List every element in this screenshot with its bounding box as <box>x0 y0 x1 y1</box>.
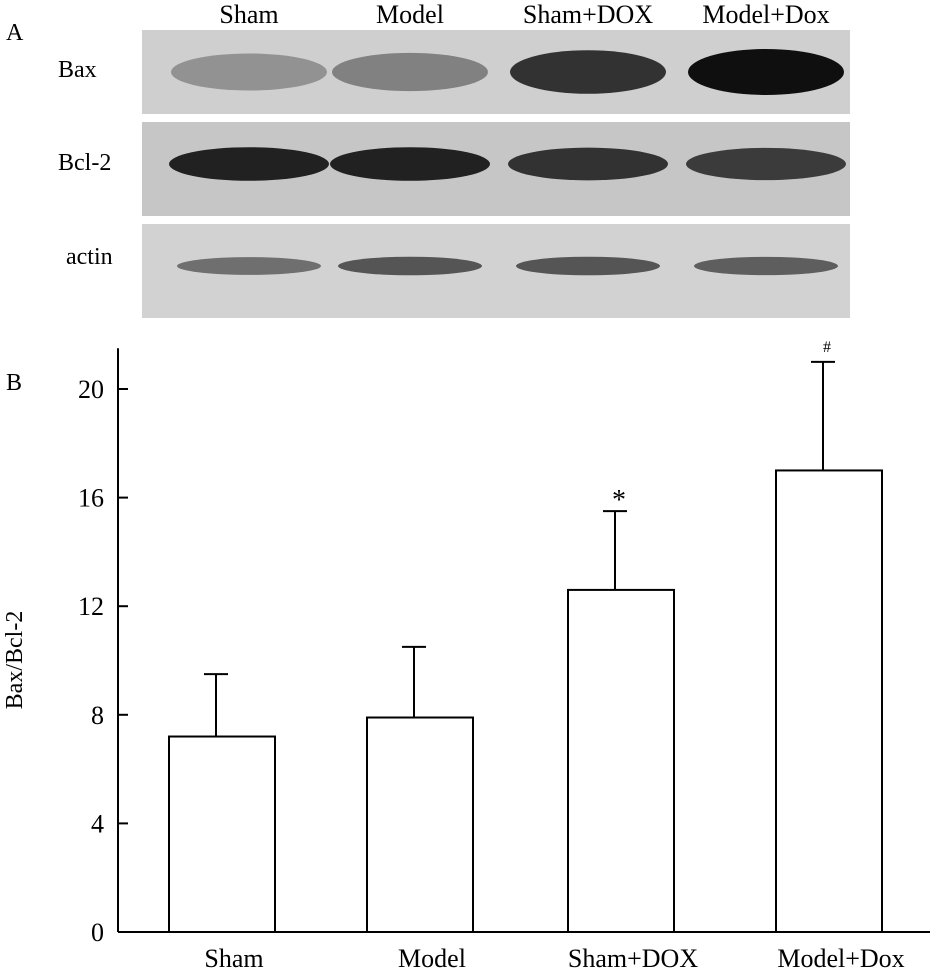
bar-4 <box>775 469 883 933</box>
y-axis-label: Bax/Bcl-2 <box>2 611 28 710</box>
bar-1 <box>168 735 276 934</box>
y-tick-label: 0 <box>91 918 104 947</box>
x-tick-label: Model+Dox <box>777 944 904 969</box>
y-tick-label: 20 <box>78 375 104 404</box>
band-bcl2-2 <box>330 147 490 181</box>
band-actin-3 <box>516 256 660 276</box>
band-actin-4 <box>694 256 838 276</box>
bars: *# <box>168 339 883 934</box>
blot-strip-bax <box>142 30 850 114</box>
blot-label-bcl2: Bcl-2 <box>58 150 112 176</box>
significance-marker-3: * <box>612 485 626 516</box>
x-tick-label: Sham+DOX <box>568 944 698 969</box>
lane-header-sham-dox: Sham+DOX <box>522 0 654 29</box>
bar-3 <box>567 588 675 933</box>
blot-strip-actin <box>142 224 850 318</box>
panel-a-label: A <box>6 20 24 46</box>
x-axis-labels: Sham Model Sham+DOX Model+Dox <box>204 944 904 969</box>
band-bax-1 <box>171 53 327 91</box>
lane-header-model: Model <box>376 0 444 29</box>
band-bax-4 <box>688 49 844 95</box>
lane-header-model-dox: Model+Dox <box>702 0 830 29</box>
band-bcl2-4 <box>686 147 846 181</box>
x-tick-label: Model <box>398 944 466 969</box>
band-bax-2 <box>332 52 488 92</box>
y-tick-label: 12 <box>78 592 104 621</box>
band-bax-3 <box>510 50 666 94</box>
y-tick-label: 4 <box>91 809 104 838</box>
band-bcl2-1 <box>169 147 329 181</box>
blot-strip-bcl2 <box>142 122 850 216</box>
y-tick-label: 8 <box>91 701 104 730</box>
x-tick-label: Sham <box>204 944 263 969</box>
y-tick-label: 16 <box>78 484 104 513</box>
band-bcl2-3 <box>508 147 668 181</box>
bar-2 <box>366 716 474 934</box>
blot-label-actin: actin <box>66 244 113 270</box>
significance-marker-4: # <box>823 339 831 356</box>
blot-label-bax: Bax <box>58 57 97 83</box>
panel-b-label: B <box>6 370 23 396</box>
lane-header-sham: Sham <box>219 0 279 29</box>
band-actin-1 <box>177 257 321 275</box>
band-actin-2 <box>338 256 482 276</box>
